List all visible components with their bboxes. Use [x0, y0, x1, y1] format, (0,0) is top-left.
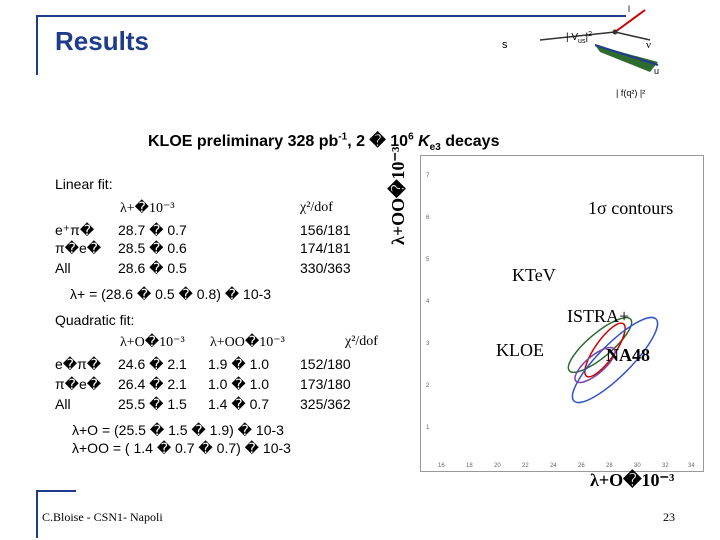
quadratic-result-2: λ+OO = ( 1.4 � 0.7 � 0.7) � 10-3 [72, 440, 291, 456]
quadratic-row-v1: 25.5 � 1.5 [118, 396, 187, 412]
diagram-nu: ν [646, 39, 651, 51]
diagram-s: s [502, 39, 508, 51]
x-tick-label: 32 [662, 463, 669, 469]
contour-plot: 1 2 3 4 5 6 7 16 18 20 22 24 26 28 30 32… [426, 173, 695, 469]
y-ticks: 1 2 3 4 5 6 7 [426, 173, 430, 431]
quadratic-col2-header: λ+OO�10⁻³ [210, 335, 285, 350]
linear-row-v2: 156/181 [300, 222, 351, 238]
linear-row-label: All [55, 260, 71, 276]
x-tick-label: 20 [494, 463, 501, 469]
ktev-contour [567, 316, 633, 374]
y-tick-label: 2 [426, 383, 430, 389]
quadratic-col3-header: χ²/dof [345, 334, 378, 349]
quadratic-row-v2: 1.9 � 1.0 [208, 356, 270, 372]
plot-x-label: λ+O�10⁻³ [590, 470, 675, 490]
footer-rule [36, 490, 38, 538]
linear-row-v2: 330/363 [300, 260, 351, 276]
quadratic-row-v2: 1.4 � 0.7 [208, 396, 270, 412]
linear-row-v1: 28.7 � 0.7 [118, 222, 187, 238]
linear-result: λ+ = (28.6 � 0.5 � 0.8) � 10-3 [70, 286, 272, 302]
istra-contour [584, 322, 626, 378]
y-tick-label: 4 [426, 299, 430, 305]
quadratic-row-v3: 152/180 [300, 356, 351, 372]
linear-fit-title: Linear fit: [55, 176, 113, 192]
quadratic-row-v2: 1.0 � 1.0 [208, 376, 270, 392]
kloe-label: KLOE [496, 340, 544, 360]
ktev-label: KTeV [512, 265, 556, 285]
quadratic-row-v3: 173/180 [300, 376, 351, 392]
headline: KLOE preliminary 328 pb-1, 2 � 106 Ke3 d… [148, 131, 500, 154]
na48-contour [574, 346, 616, 384]
contours-label: 1σ contours [588, 198, 674, 218]
linear-row-v1: 28.6 � 0.5 [118, 260, 187, 276]
header-rule [36, 15, 626, 17]
x-ticks: 16 18 20 22 24 26 28 30 32 34 [438, 463, 695, 469]
x-tick-label: 28 [606, 463, 613, 469]
linear-col2-header: χ²/dof [300, 200, 333, 215]
linear-row-label: π�e� [55, 240, 102, 256]
header-rule-left [36, 15, 38, 75]
y-tick-label: 5 [426, 257, 430, 263]
istra-label: ISTRA+ [567, 306, 630, 326]
quadratic-fit-title: Quadratic fit: [55, 312, 135, 328]
y-tick-label: 1 [426, 425, 430, 431]
plot-y-label: λ+OO�10⁻³ [388, 146, 408, 245]
feynman-diagram: s l ν u | Vus|2 | f(q²) |² [502, 4, 659, 98]
slide-title: Results [55, 26, 149, 56]
diagram-vus: | Vus|2 [566, 31, 592, 45]
y-tick-label: 3 [426, 341, 430, 347]
quadratic-row-label: π�e� [55, 376, 102, 392]
x-tick-label: 26 [578, 463, 585, 469]
diagram-form-factor: | f(q²) |² [616, 88, 645, 98]
contour-plot-frame [420, 155, 704, 472]
x-tick-label: 30 [634, 463, 641, 469]
diagram-l: l [628, 4, 630, 14]
diagram-u: u [654, 66, 659, 76]
x-tick-label: 24 [550, 463, 557, 469]
linear-row-v2: 174/181 [300, 240, 351, 256]
x-tick-label: 18 [466, 463, 473, 469]
y-tick-label: 6 [426, 215, 430, 221]
y-tick-label: 7 [426, 173, 430, 179]
na48-label: NA48 [606, 345, 650, 365]
linear-row-label: e⁺π� [55, 222, 95, 238]
x-tick-label: 22 [522, 463, 529, 469]
quadratic-result-1: λ+O = (25.5 � 1.5 � 1.9) � 10-3 [72, 422, 284, 438]
quadratic-row-label: All [55, 396, 71, 412]
x-tick-label: 16 [438, 463, 445, 469]
linear-col1-header: λ+�10⁻³ [120, 201, 175, 216]
quadratic-row-v1: 26.4 � 2.1 [118, 376, 187, 392]
footer-rule-h [36, 490, 76, 492]
x-tick-label: 34 [688, 463, 695, 469]
quadratic-row-v1: 24.6 � 2.1 [118, 356, 187, 372]
page-number: 23 [663, 510, 675, 524]
quadratic-row-v3: 325/362 [300, 396, 351, 412]
linear-row-v1: 28.5 � 0.6 [118, 240, 187, 256]
footer-author: C.Bloise - CSN1- Napoli [42, 510, 163, 524]
quadratic-row-label: e�π� [55, 356, 102, 372]
quadratic-col1-header: λ+O�10⁻³ [120, 335, 185, 350]
